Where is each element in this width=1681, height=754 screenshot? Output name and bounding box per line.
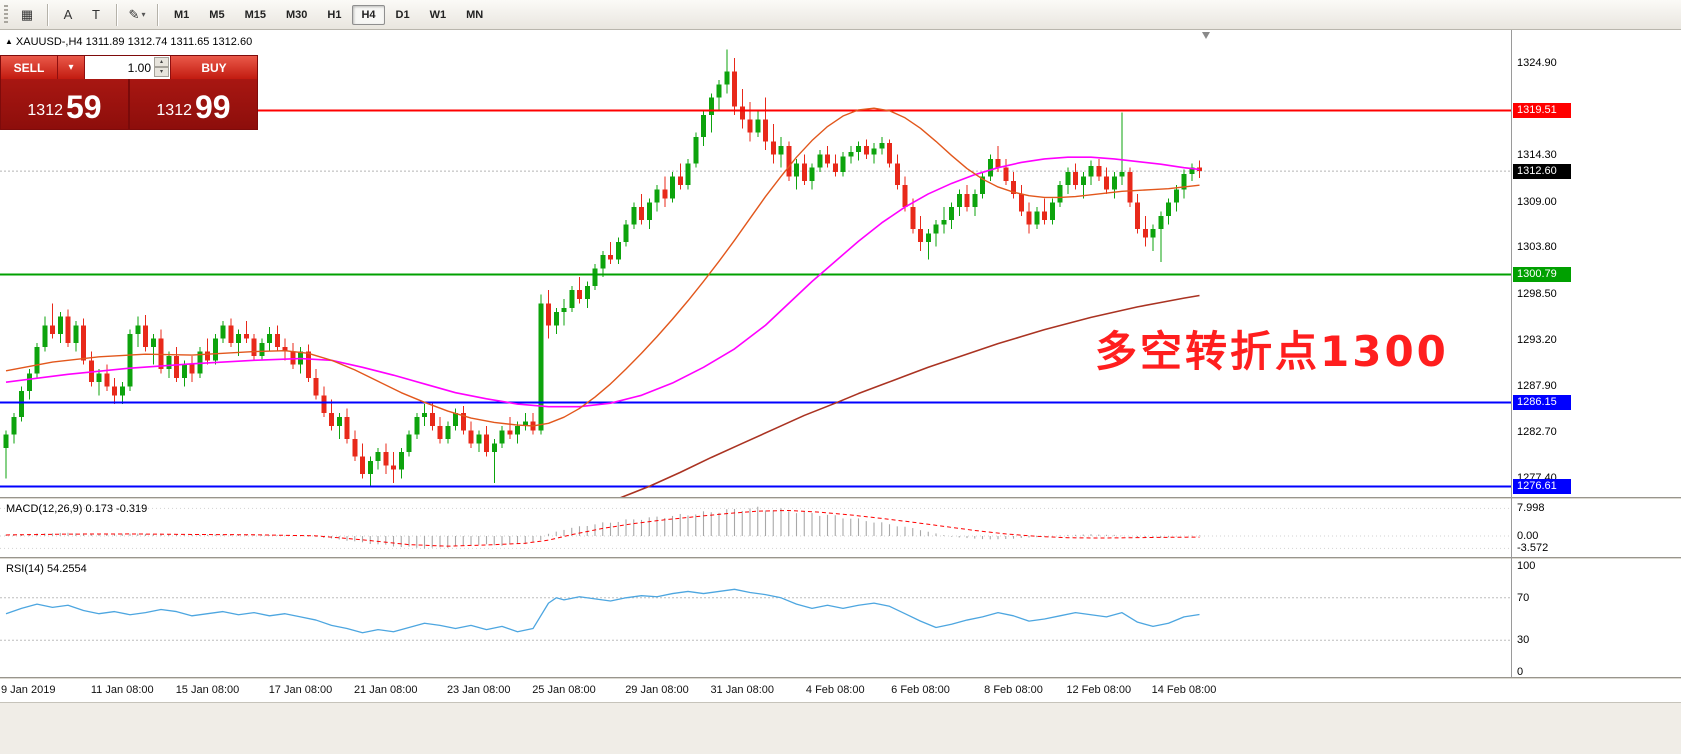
- time-axis-label: 8 Feb 08:00: [984, 684, 1043, 696]
- buy-price-button[interactable]: 1312 99: [130, 79, 257, 129]
- macd-canvas[interactable]: [0, 499, 1511, 557]
- timeframe-button-w1[interactable]: W1: [429, 8, 447, 21]
- rsi-scale-label: 100: [1517, 560, 1536, 572]
- chevron-down-icon: ▾: [68, 62, 74, 73]
- time-axis-label: 25 Jan 08:00: [532, 684, 596, 696]
- toolbar-separator: [47, 3, 48, 26]
- price-line-badge: 1276.61: [1513, 478, 1571, 494]
- timeframe-button-m30[interactable]: M30: [285, 8, 308, 21]
- time-axis-label: 17 Jan 08:00: [268, 684, 333, 696]
- panel-splitter[interactable]: [0, 677, 1681, 679]
- volume-field: ▴ ▾: [85, 56, 171, 79]
- time-axis-label: 14 Feb 08:00: [1151, 684, 1217, 696]
- chart-shift-marker-icon[interactable]: [1202, 32, 1210, 39]
- time-axis-label: 4 Feb 08:00: [805, 684, 865, 696]
- price-tick-label: 1287.90: [1517, 380, 1557, 393]
- sell-price-prefix: 1312: [27, 102, 63, 119]
- price-line-badge: 1319.51: [1513, 103, 1571, 119]
- toolbar-tools: ▦ A T ✎ ▾: [13, 0, 164, 29]
- price-line-badge: 1300.79: [1513, 267, 1571, 283]
- macd-scale-label: -3.572: [1517, 542, 1549, 555]
- time-axis-label: 29 Jan 08:00: [625, 684, 689, 696]
- rsi-panel: RSI(14) 54.2554: [0, 559, 1681, 677]
- volume-dropdown-button[interactable]: ▾: [58, 56, 85, 79]
- macd-label: MACD(12,26,9) 0.173 -0.319: [6, 503, 148, 515]
- ohlc-text: XAUUSD-,H4 1311.89 1312.74 1311.65 1312.…: [15, 36, 253, 48]
- scale-separator: [1511, 30, 1512, 677]
- macd-panel: MACD(12,26,9) 0.173 -0.319: [0, 499, 1681, 557]
- rsi-scale-label: 0: [1517, 666, 1524, 678]
- price-chart-canvas[interactable]: [0, 30, 1511, 497]
- price-tick-label: 1314.30: [1517, 149, 1557, 162]
- price-line-badge: 1286.15: [1513, 395, 1571, 411]
- time-axis[interactable]: 9 Jan 2019 11 Jan 08:00 15 Jan 08:00 17 Jan…: [0, 679, 1681, 702]
- chevron-down-icon: ▾: [141, 10, 146, 19]
- timeframe-button-h4[interactable]: H4: [352, 4, 385, 25]
- timeframe-button-m15[interactable]: M15: [244, 8, 266, 21]
- price-tick-label: 1303.80: [1517, 241, 1557, 254]
- timeframe-button-mn[interactable]: MN: [466, 8, 484, 21]
- toolbar-separator: [116, 3, 117, 26]
- rsi-canvas[interactable]: [0, 559, 1511, 677]
- time-axis-label: 6 Feb 08:00: [891, 684, 950, 696]
- buy-price-pips: 99: [195, 89, 231, 125]
- time-axis-label: 15 Jan 08:00: [175, 684, 240, 696]
- chart-annotation-text[interactable]: 多空转折点1300: [1095, 327, 1449, 376]
- toolbar: ▦ A T ✎ ▾ M1 M5 M15 M30 H1 H4 D1 W1 MN: [0, 0, 1681, 30]
- volume-decrease-button[interactable]: ▾: [154, 67, 169, 77]
- panel-splitter[interactable]: [0, 557, 1681, 559]
- toolbar-timeframes: M1 M5 M15 M30 H1 H4 D1 W1 MN: [164, 0, 493, 29]
- text-box-icon[interactable]: T: [92, 7, 100, 22]
- price-tick-label: 1293.20: [1517, 334, 1557, 347]
- timeframe-button-h1[interactable]: H1: [327, 8, 342, 21]
- bottom-strip: [0, 702, 1681, 754]
- tick-up-icon: ▲: [5, 37, 13, 46]
- charts-grid-icon[interactable]: ▦: [20, 6, 34, 22]
- buy-price-prefix: 1312: [156, 102, 192, 119]
- toolbar-grip[interactable]: [4, 4, 8, 25]
- time-axis-label: 9 Jan 2019: [1, 684, 56, 696]
- bid-price-badge: 1312.60: [1513, 163, 1571, 179]
- toolbar-separator: [157, 3, 158, 26]
- sell-price-button[interactable]: 1312 59: [1, 79, 128, 129]
- price-tick-label: 1324.90: [1517, 56, 1557, 69]
- time-axis-label: 23 Jan 08:00: [446, 684, 511, 696]
- time-axis-label: 21 Jan 08:00: [353, 684, 418, 696]
- time-axis-label: 31 Jan 08:00: [710, 684, 775, 696]
- one-click-trading-panel: SELL ▾ ▴ ▾ BUY 1312 59: [0, 55, 258, 130]
- rsi-label: RSI(14) 54.2554: [6, 563, 87, 575]
- time-axis-label: 11 Jan 08:00: [90, 684, 154, 696]
- ohlc-info: ▲ XAUUSD-,H4 1311.89 1312.74 1311.65 1312…: [5, 36, 252, 48]
- price-tick-label: 1298.50: [1517, 287, 1557, 300]
- sell-button[interactable]: SELL: [1, 56, 58, 79]
- price-scale[interactable]: 1324.90 1314.30 1309.00 1303.80 1298.50 1293.…: [1512, 0, 1681, 702]
- timeframe-button-m1[interactable]: M1: [174, 8, 190, 21]
- price-tick-label: 1309.00: [1517, 195, 1557, 208]
- volume-increase-button[interactable]: ▴: [154, 57, 169, 67]
- timeframe-button-d1[interactable]: D1: [395, 8, 410, 21]
- timeframe-button-m5[interactable]: M5: [209, 8, 225, 21]
- panel-splitter[interactable]: [0, 497, 1681, 499]
- price-tick-label: 1282.70: [1517, 425, 1557, 438]
- buy-button[interactable]: BUY: [171, 56, 257, 79]
- sell-price-pips: 59: [66, 89, 102, 125]
- chart-region: ▲ XAUUSD-,H4 1311.89 1312.74 1311.65 1312…: [0, 30, 1681, 497]
- macd-scale-label: 0.00: [1517, 530, 1539, 542]
- rsi-scale-label: 30: [1517, 634, 1530, 647]
- volume-input[interactable]: [85, 56, 170, 79]
- rsi-scale-label: 70: [1517, 591, 1530, 604]
- time-axis-label: 12 Feb 08:00: [1066, 684, 1132, 696]
- draw-style-icon[interactable]: ✎ ▾: [128, 6, 146, 22]
- price-divider: [128, 79, 130, 129]
- macd-scale-label: 7.998: [1517, 502, 1545, 515]
- text-annotation-icon[interactable]: A: [63, 7, 73, 22]
